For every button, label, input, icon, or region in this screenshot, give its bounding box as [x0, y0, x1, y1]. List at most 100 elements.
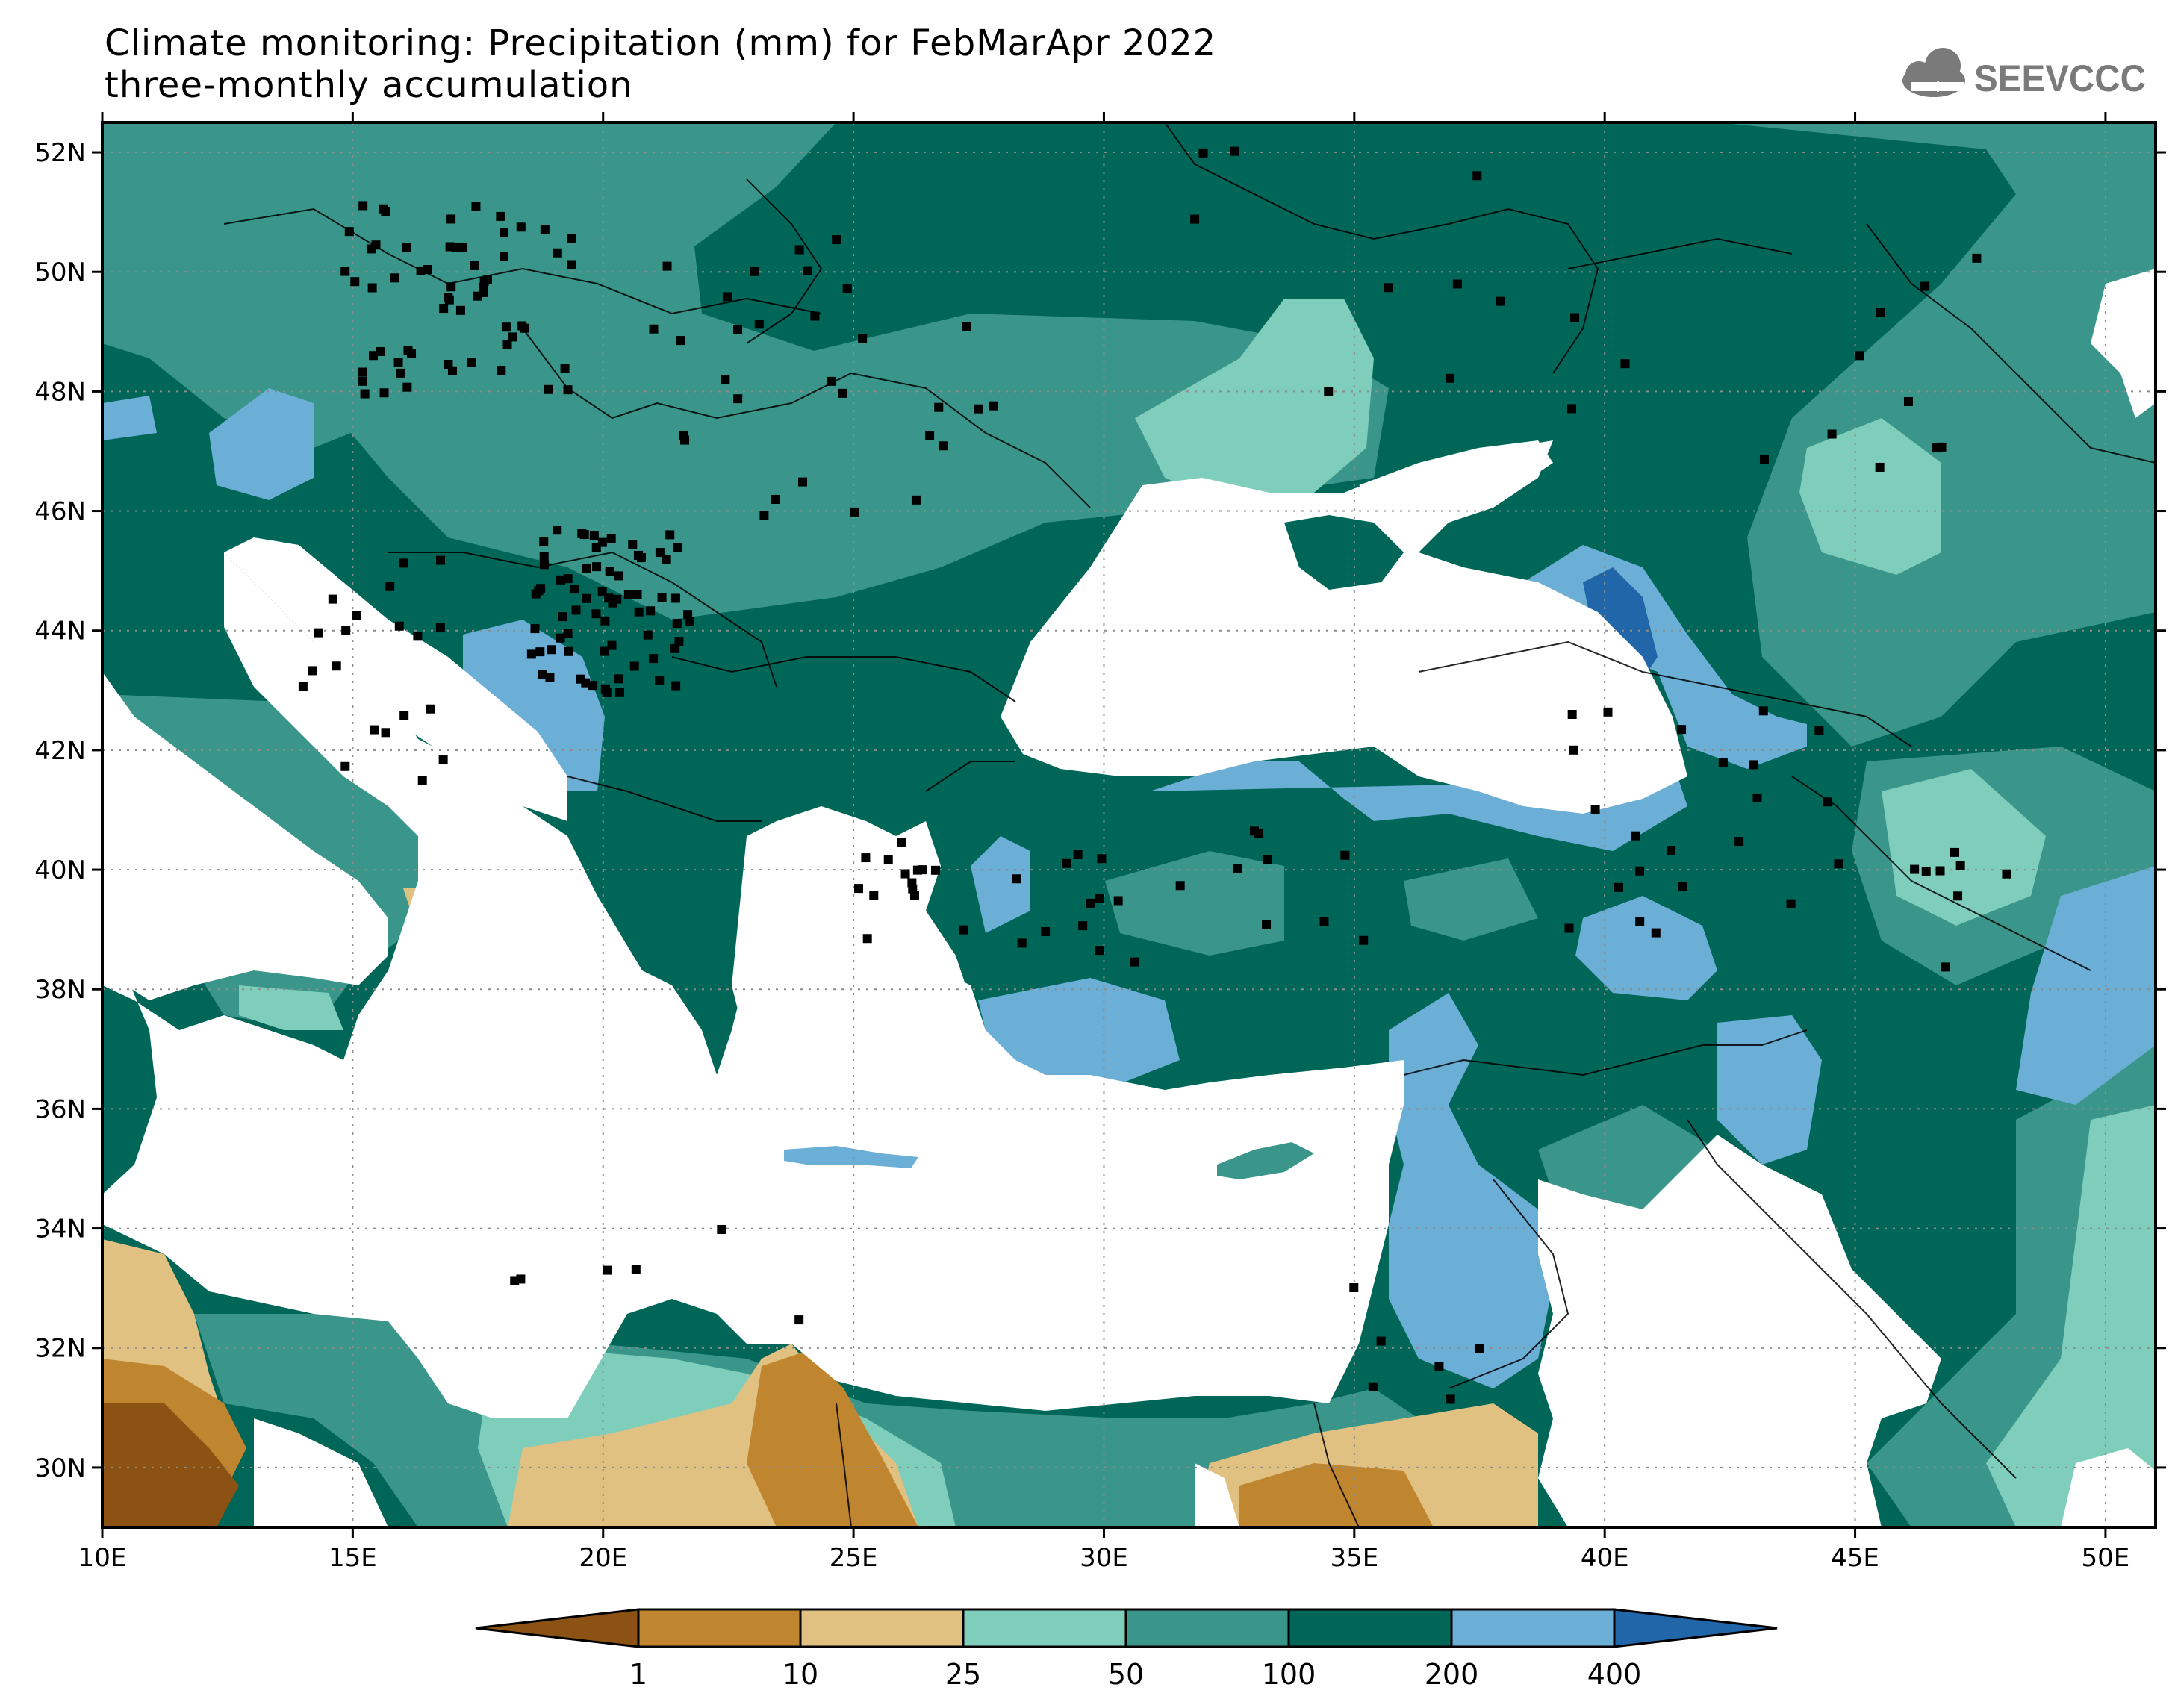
station-marker: [646, 606, 656, 616]
station-marker: [1062, 858, 1071, 868]
lon-tick-label: 35E: [1330, 1543, 1378, 1573]
station-marker: [1718, 758, 1728, 767]
station-marker: [1017, 938, 1027, 948]
station-marker: [399, 711, 409, 720]
station-marker: [597, 537, 607, 547]
station-marker: [553, 526, 562, 535]
station-marker: [883, 855, 893, 864]
field-200-400-alps: [209, 388, 314, 500]
station-marker: [1446, 373, 1455, 383]
lat-tick-label: 34N: [34, 1215, 86, 1244]
station-marker: [567, 234, 576, 243]
masked-sinai-gulf: [1195, 1463, 1239, 1527]
station-marker: [628, 539, 638, 549]
station-marker: [608, 598, 617, 608]
station-marker: [858, 334, 868, 343]
station-marker: [535, 647, 545, 657]
station-marker: [679, 431, 688, 440]
station-marker: [974, 404, 983, 414]
field-50-100-turkey-central: [1105, 851, 1284, 956]
station-marker: [344, 227, 354, 237]
station-marker: [569, 585, 579, 594]
station-marker: [631, 1265, 641, 1274]
station-marker: [1466, 56, 1475, 65]
station-marker: [911, 495, 921, 505]
station-marker: [597, 587, 607, 596]
lat-tick-label: 48N: [34, 377, 86, 407]
station-marker: [1614, 882, 1624, 892]
station-marker: [358, 201, 368, 211]
station-marker: [582, 593, 591, 603]
station-marker: [1434, 1362, 1444, 1371]
station-marker: [1319, 917, 1329, 926]
station-marker: [540, 225, 550, 234]
lat-tick-label: 44N: [34, 617, 86, 646]
station-marker: [510, 1276, 520, 1285]
station-marker: [1937, 442, 1947, 452]
field-200-400-anatolia-south: [978, 978, 1180, 1090]
colorbar-segment: [1124, 1608, 1290, 1648]
station-marker: [1814, 726, 1824, 735]
station-markers: [298, 56, 2011, 1404]
station-marker: [605, 567, 614, 576]
lon-tick-label: 25E: [830, 1543, 878, 1573]
station-marker: [332, 661, 341, 671]
station-marker: [298, 682, 308, 691]
station-marker: [370, 725, 379, 735]
station-marker: [670, 643, 680, 653]
station-marker: [803, 266, 812, 275]
station-marker: [1359, 935, 1369, 945]
station-marker: [1941, 962, 1950, 972]
station-marker: [634, 607, 644, 617]
colorbar: 1 10 25 50 100 200 400: [475, 1608, 1778, 1691]
station-marker: [1452, 279, 1462, 289]
field-50-100-north: [224, 122, 1389, 620]
station-marker: [1457, 87, 1466, 96]
lat-tick-label: 50N: [34, 258, 86, 287]
station-marker: [1603, 707, 1613, 717]
station-marker: [1953, 891, 1963, 901]
station-marker: [810, 311, 820, 321]
station-marker: [396, 368, 405, 378]
station-marker: [1097, 854, 1107, 864]
colorbar-label: 10: [782, 1658, 818, 1691]
lat-tick-label: 42N: [34, 736, 86, 766]
station-marker: [1410, 68, 1419, 77]
station-marker: [385, 582, 395, 591]
station-marker: [722, 292, 732, 302]
station-marker: [602, 688, 612, 697]
colorbar-segment: [962, 1608, 1127, 1648]
station-marker: [571, 605, 581, 615]
station-marker: [394, 621, 404, 631]
station-marker: [1667, 846, 1676, 855]
masked-libya-coast: [254, 1418, 388, 1527]
station-marker: [1920, 281, 1930, 291]
lat-tick-label: 32N: [34, 1334, 86, 1364]
station-marker: [313, 628, 323, 638]
station-marker: [861, 853, 871, 863]
colorbar-high-arrow: [1613, 1608, 1778, 1648]
seevccc-logo: SEEVCCC: [1902, 48, 2146, 99]
station-marker: [1095, 946, 1104, 956]
station-marker: [1734, 837, 1744, 847]
station-marker: [446, 214, 456, 224]
station-marker: [376, 346, 385, 356]
station-marker: [614, 571, 623, 581]
station-marker: [1262, 855, 1272, 864]
station-marker: [426, 704, 435, 714]
station-marker: [1910, 864, 1920, 874]
black-sea: [1001, 440, 1687, 814]
station-marker: [733, 325, 743, 334]
station-marker: [1570, 313, 1580, 322]
station-marker: [1349, 1282, 1359, 1292]
station-marker: [381, 728, 390, 738]
station-marker: [842, 284, 852, 293]
station-marker: [665, 530, 675, 540]
station-marker: [670, 593, 680, 603]
station-marker: [797, 477, 807, 487]
station-marker: [416, 266, 426, 275]
station-marker: [794, 1315, 804, 1325]
station-marker: [446, 282, 456, 292]
title-block: Climate monitoring: Precipitation (mm) f…: [105, 22, 1216, 106]
station-marker: [1678, 882, 1687, 891]
